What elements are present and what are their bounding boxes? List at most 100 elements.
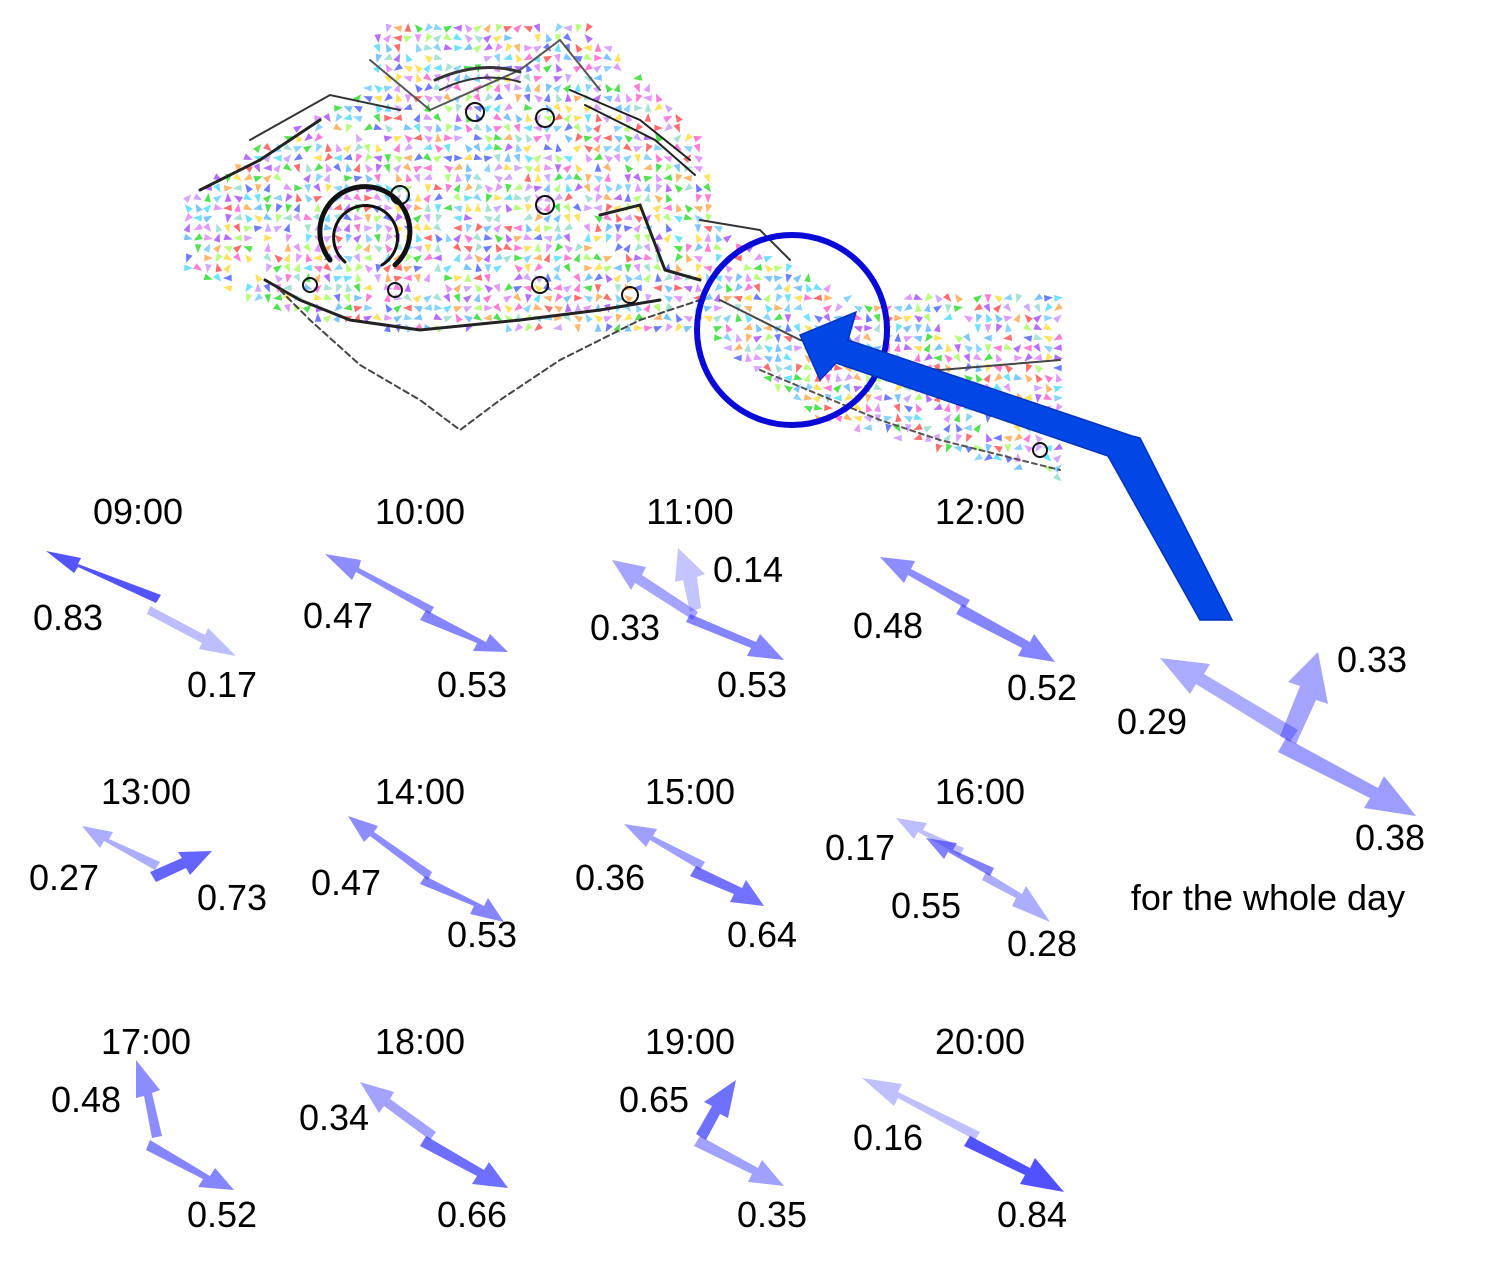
flow-field-cell [1024,314,1033,323]
flow-field-cell [193,263,203,271]
flow-field-cell [283,284,292,291]
flow-field-cell [546,33,553,43]
flow-field-cell [925,393,933,403]
flow-field-cell [633,284,642,292]
flow-field-cell [423,304,433,311]
flow-field-cell [224,193,232,202]
flow-field-cell [243,193,253,201]
flow-field-cell [763,355,773,363]
flow-field-cell [373,123,383,130]
flow-field-cell [715,253,723,263]
flow-field-cell [493,93,503,101]
flow-field-cell [944,354,953,363]
flow-field-cell [385,63,393,73]
flow-field-cell [903,325,912,333]
flow-field-cell [444,63,453,72]
flow-field-cell [424,184,432,193]
flow-field-cell [443,143,451,153]
flow-field-cell [575,23,583,33]
flow-field-cell [245,293,253,303]
flow-field-cell [424,23,433,32]
flow-field-cell [364,264,373,273]
flow-field-cell [263,213,273,221]
flow-field-cell [594,323,602,332]
flow-field-cell [583,44,592,52]
flow-field-cell [183,223,190,233]
flow-field-cell [503,113,512,122]
flow-field-cell [783,364,792,371]
flow-field-cell [433,155,443,163]
flow-field-cell [574,243,583,252]
flow-field-cell [996,323,1003,333]
flow-field-cell [203,273,213,281]
flow-field-cell [223,274,232,282]
flow-arrow-nw [612,560,698,620]
flow-field-cell [223,223,231,233]
flow-field-cell [275,203,283,213]
flow-value-se: 0.53 [717,664,787,705]
flow-field-cell [623,103,631,113]
flow-field-cell [394,204,403,213]
flow-value-nw: 0.27 [29,857,99,898]
flow-field-cell [775,353,782,362]
flow-field-cell [694,214,703,223]
flow-field-cell [504,304,513,313]
flow-field-cell [393,43,401,53]
flow-field-cell [423,126,433,133]
flow-field-cell [323,314,332,323]
flow-field-cell [683,326,693,333]
flow-value-n: 0.48 [51,1079,121,1120]
flow-value-ne: 0.65 [619,1079,689,1120]
flow-field-cell [336,283,343,293]
flow-field-cell [1053,443,1063,451]
flow-field-cell [384,184,393,193]
flow-field-cell [283,214,292,222]
flow-field-cell [383,135,393,142]
flow-field-cell [513,285,523,293]
flow-field-cell [353,214,363,221]
flow-field-cell [964,374,973,383]
flow-field-cell [896,323,903,333]
flow-field-cell [915,403,923,413]
flow-field-cell [714,283,723,292]
flow-field-cell [564,134,573,143]
flow-field-cell [653,103,663,111]
flow-field-cell [363,84,372,92]
flow-field-cell [404,283,411,293]
flow-field-cell [633,133,642,142]
flow-field-cell [813,403,823,411]
flow-field-cell [533,135,543,143]
flow-arrow-n [1280,652,1328,744]
flow-field-cell [403,103,413,110]
flow-field-cell [475,243,483,253]
flow-field-cell [183,233,193,241]
flow-field-cell [634,153,641,163]
flow-field-cell [935,293,943,303]
flow-field-cell [313,293,323,301]
flow-field-cell [673,123,680,133]
flow-field-cell [465,93,473,103]
flow-field-cell [584,63,593,71]
flow-field-cell [993,445,1003,453]
flow-field-cell [653,263,662,272]
flow-field-cell [1003,293,1013,301]
panel-17-00: 17:00 0.48 0.52 [51,1021,257,1235]
flow-field-cell [1024,353,1033,362]
flow-field-cell [833,364,843,371]
flow-field-cell [304,224,312,233]
flow-field-cell [903,415,913,423]
flow-field-cell [475,223,483,233]
flow-field-cell [773,283,783,291]
flow-field-cell [824,404,833,412]
flow-field-cell [1044,374,1053,383]
flow-field-cell [984,324,992,333]
flow-field-cell [433,64,442,72]
flow-field-cell [894,343,901,353]
flow-field-cell [543,305,553,313]
flow-field-cell [893,434,902,442]
flow-field-cell [335,113,343,123]
flow-field-cell [605,273,613,283]
flow-field-cell [223,263,231,273]
flow-field-cell [353,105,363,113]
flow-field-cell [513,204,523,211]
